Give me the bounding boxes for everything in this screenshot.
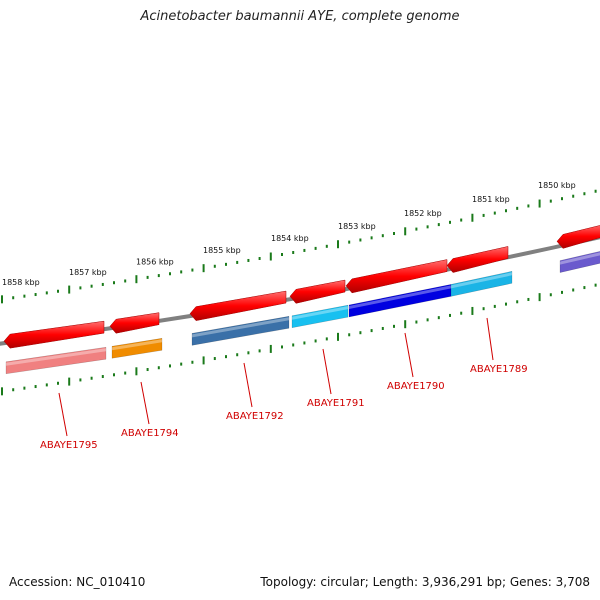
gene-bar-highlight: [349, 285, 451, 309]
gene-leader-line: [404, 332, 414, 378]
inner-tick-ring: [1, 283, 597, 396]
gene-bar-highlight: [192, 317, 289, 338]
gene-arrow[interactable]: [446, 246, 509, 273]
gene-arrow[interactable]: [556, 224, 600, 249]
gene-function-bar[interactable]: [111, 338, 163, 359]
gene-arrow[interactable]: [289, 279, 346, 304]
outer-tick-ring: [1, 189, 597, 304]
gene-bar-highlight: [292, 306, 348, 320]
scale-labels: 1850 kbp 1851 kbp 1852 kbp 1853 kbp 1854 kbp…: [2, 181, 576, 287]
map-title: Acinetobacter baumannii AYE, complete ge…: [140, 9, 460, 24]
gene-arrow[interactable]: [345, 259, 448, 294]
accession-text: Accession: NC_010410: [9, 575, 146, 589]
gene-label[interactable]: ABAYE1792: [226, 411, 284, 422]
scale-label: 1854 kbp: [271, 234, 309, 243]
scale-label: 1855 kbp: [203, 246, 241, 255]
gene-bar-highlight: [451, 272, 512, 289]
scale-label: 1858 kbp: [2, 278, 40, 287]
gene-arrow[interactable]: [3, 320, 105, 349]
scale-label: 1853 kbp: [338, 222, 376, 231]
gene-label[interactable]: ABAYE1791: [307, 398, 365, 409]
gene-function-bar[interactable]: [191, 315, 290, 346]
scale-label: 1852 kbp: [404, 209, 442, 218]
gene-arrow[interactable]: [109, 312, 160, 334]
gene-leader-line: [243, 362, 253, 408]
gene-leader-line: [140, 381, 150, 425]
gene-label[interactable]: ABAYE1790: [387, 381, 445, 392]
gene-bar-highlight: [112, 339, 162, 351]
gene-arrow[interactable]: [189, 290, 287, 321]
gene-function-bar[interactable]: [450, 270, 513, 297]
gene-leader-line: [58, 392, 68, 437]
gene-labels: ABAYE1789 ABAYE1790 ABAYE1791 ABAYE1792 ABAY…: [40, 317, 528, 451]
gene-function-bar[interactable]: [559, 250, 600, 273]
gene-function-bar[interactable]: [5, 346, 107, 375]
topology-text: Topology: circular; Length: 3,936,291 bp…: [260, 575, 590, 589]
gene-label[interactable]: ABAYE1789: [470, 364, 528, 375]
gene-features: [3, 224, 600, 375]
scale-label: 1856 kbp: [136, 257, 174, 266]
gene-label[interactable]: ABAYE1795: [40, 440, 98, 451]
scale-label: 1857 kbp: [69, 268, 107, 277]
gene-label[interactable]: ABAYE1794: [121, 428, 179, 439]
scale-label: 1850 kbp: [538, 181, 576, 190]
gene-function-bar[interactable]: [291, 304, 349, 329]
gene-bar-highlight: [560, 252, 600, 265]
gene-bar-highlight: [6, 348, 106, 366]
scale-label: 1851 kbp: [472, 195, 510, 204]
gene-leader-line: [486, 317, 494, 361]
gene-leader-line: [322, 348, 332, 395]
